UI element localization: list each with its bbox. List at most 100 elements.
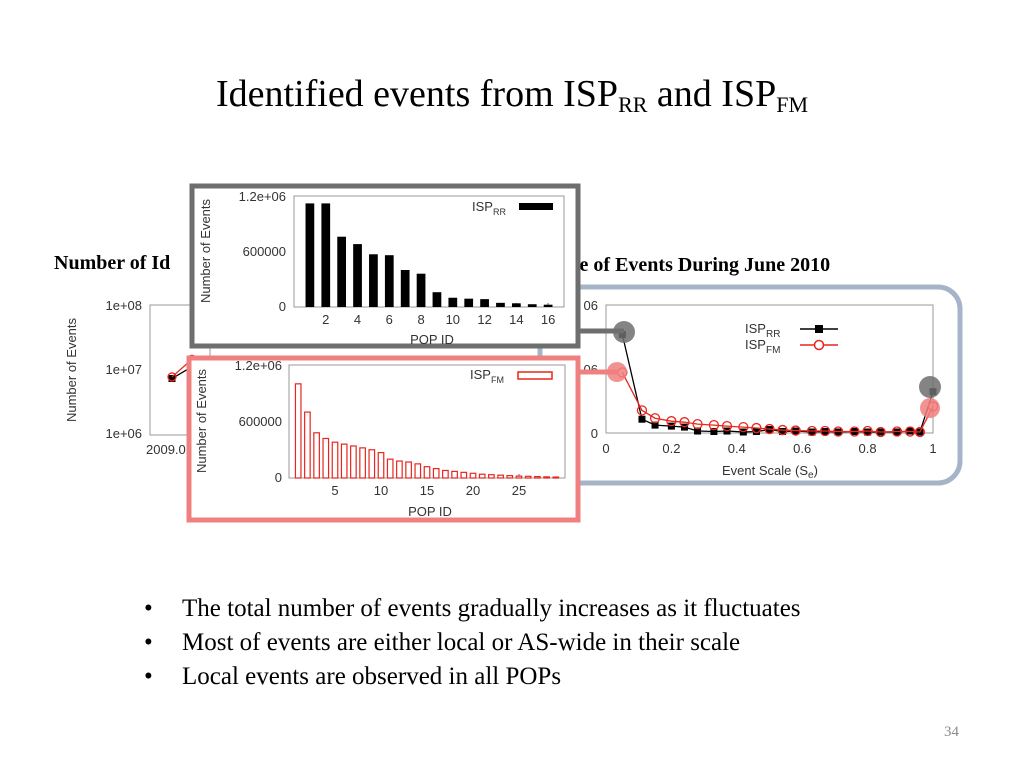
pop-fm-bar — [460, 471, 468, 479]
es-rr-point — [638, 415, 646, 423]
es-xtick-label: 1 — [929, 441, 936, 456]
event-scale-marks — [617, 331, 939, 438]
gray-highlight-left — [613, 321, 635, 343]
bullet-list: The total number of events gradually inc… — [140, 592, 801, 694]
bullet-item-3: Local events are observed in all POPs — [140, 660, 801, 694]
pop-rr-bar — [369, 254, 378, 307]
es-ytick-0: 0 — [591, 426, 598, 441]
pop-fm-bar — [368, 449, 376, 479]
bullet-item-1: The total number of events gradually inc… — [140, 592, 801, 626]
title-subscript-rr: RR — [618, 92, 648, 117]
pop-rr-bar — [353, 244, 362, 307]
es-fm-point — [790, 425, 801, 436]
pop-rr-bar — [384, 255, 394, 307]
es-legend-rr-marker — [815, 325, 823, 333]
es-rr-point — [651, 421, 659, 429]
es-legend-fm-marker — [813, 339, 825, 351]
es-xticks: 0 0.2 0.4 0.6 0.8 1 — [602, 441, 936, 456]
es-fm-point — [636, 405, 648, 416]
pop-fm-bar — [304, 411, 311, 479]
es-fm-point — [904, 426, 916, 437]
es-fm-point — [875, 426, 886, 438]
pop-fm-bar — [534, 475, 541, 479]
es-legend-fm: ISPFM — [745, 337, 780, 356]
pop-fm-bar — [340, 443, 348, 479]
ts-ytick-2: 1e+07 — [105, 362, 142, 377]
slide-title: Identified events from ISPRR and ISPFM — [0, 72, 1024, 118]
fm-ytick-top: 1.2e+06 — [235, 358, 282, 373]
es-xtick-label: 0.6 — [793, 441, 811, 456]
ts-fm-point — [167, 372, 177, 382]
pop-fm-bar — [469, 472, 477, 479]
pop-fm-xtick-label: 25 — [512, 483, 526, 498]
es-legend: ISPRR ISPFM — [745, 321, 838, 356]
pop-fm-bar — [377, 451, 385, 479]
pop-rr-xtick-label: 10 — [446, 312, 460, 327]
pop-fm-xtick-label: 20 — [466, 483, 480, 498]
fm-ytick-zero: 0 — [275, 470, 282, 485]
es-fm-point — [738, 421, 749, 433]
pop-rr-chart: 1.2e+06 600000 0 Number of Events POP ID… — [189, 183, 581, 349]
es-fm-point — [806, 425, 818, 437]
pop-rr-xtick-label: 16 — [541, 312, 555, 327]
es-rr-point — [710, 428, 718, 436]
pop-fm-bar — [359, 447, 366, 479]
ts-rr-point — [168, 375, 176, 383]
pop-rr-bar — [337, 236, 347, 307]
es-xtick-label: 0.8 — [859, 441, 877, 456]
pop-fm-xtick-label: 15 — [420, 483, 434, 498]
pop-fm-bar — [524, 475, 532, 479]
pop-rr-bar — [480, 299, 489, 307]
event-scale-plot-area — [605, 304, 934, 434]
pop-fm-bar — [423, 466, 431, 479]
pop-rr-bar — [400, 270, 410, 307]
pop-fm-bar — [506, 475, 514, 479]
fm-bars — [294, 383, 560, 479]
pop-rr-bar — [416, 273, 426, 307]
es-fm-point — [721, 420, 733, 432]
pop-fm-bar — [488, 474, 495, 479]
pop-fm-bar — [515, 475, 523, 479]
rr-ytick-mid: 600000 — [243, 244, 286, 259]
es-rr-point — [808, 428, 816, 436]
es-xlabel: Event Scale (Se) — [722, 463, 818, 481]
page-number: 34 — [944, 724, 959, 740]
fm-legend: ISPFM — [470, 367, 504, 385]
es-rr-point — [779, 428, 787, 436]
es-ytick-2: 06 — [584, 298, 598, 313]
pop-fm-bar — [451, 470, 458, 479]
pop-fm-bar — [442, 469, 449, 479]
es-rr-point — [864, 428, 872, 436]
es-rr-point — [752, 428, 760, 436]
es-legend-rr: ISPRR — [745, 321, 780, 340]
es-xtick-label: 0.2 — [662, 441, 680, 456]
fm-xlabel: POP ID — [408, 504, 452, 519]
pop-rr-xtick-label: 4 — [354, 312, 361, 327]
rr-ytick-top: 1.2e+06 — [239, 189, 286, 204]
left-chart-heading: Number of Id — [54, 252, 171, 274]
pop-rr-bar — [511, 303, 521, 307]
es-fm-point — [819, 425, 831, 437]
fm-ytick-mid: 600000 — [239, 414, 282, 429]
pop-rr-xtick-label: 12 — [477, 312, 491, 327]
rr-legend: ISPRR — [472, 199, 506, 217]
pop-rr-plot-area — [293, 195, 565, 308]
event-scale-chart: 0 06 06 Event Scale (Se) 00.20.40.60.81 … — [537, 284, 963, 486]
rr-ylabel: Number of Events — [198, 198, 213, 303]
es-fm-point — [751, 422, 762, 434]
rr-xlabel: POP ID — [410, 332, 454, 347]
red-highlight-left — [607, 362, 627, 382]
es-fm-point — [764, 423, 775, 435]
es-fm-point — [833, 426, 844, 437]
pop-fm-xtick-label: 5 — [331, 483, 338, 498]
es-fm-point — [862, 425, 873, 437]
pop-fm-xtick-label: 10 — [374, 483, 388, 498]
es-fm-point — [666, 416, 677, 427]
pop-rr-bar — [496, 302, 505, 307]
pop-fm-bar — [294, 383, 302, 479]
ts-xtick-1: 2009.0 — [146, 442, 186, 457]
pop-fm-bar — [497, 474, 504, 479]
pop-rr-bar — [543, 304, 553, 307]
title-subscript-fm: FM — [776, 92, 809, 117]
